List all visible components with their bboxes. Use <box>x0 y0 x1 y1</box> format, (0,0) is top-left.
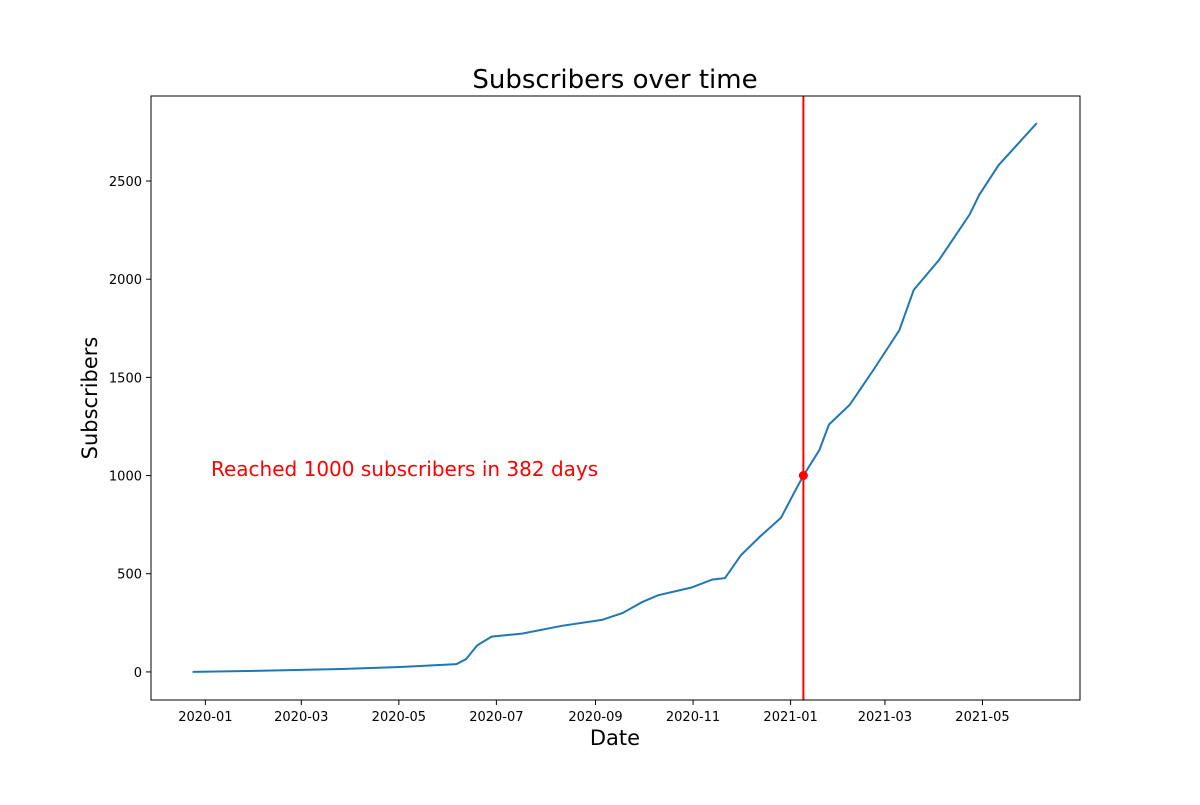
axis-ticks: 2020-01 2020-03 2020-05 2020-07 2020-09 2020-… <box>109 175 1010 725</box>
x-tick-label: 2020-07 <box>469 710 523 725</box>
y-tick-label: 1000 <box>109 470 142 485</box>
x-tick-label: 2020-03 <box>274 710 328 725</box>
y-tick-label: 0 <box>134 666 142 681</box>
subscribers-line <box>192 122 1038 673</box>
milestone-point <box>798 471 808 481</box>
x-tick-label: 2020-01 <box>178 710 232 725</box>
milestone-annotation: Reached 1000 subscribers in 382 days <box>211 457 598 481</box>
x-tick-label: 2021-01 <box>763 710 817 725</box>
x-tick-label: 2020-05 <box>372 710 426 725</box>
plot-area <box>192 96 1038 700</box>
y-tick-label: 2000 <box>109 273 142 288</box>
x-axis-label: Date <box>590 726 640 750</box>
x-tick-label: 2020-09 <box>568 710 622 725</box>
y-axis-label: Subscribers <box>78 337 102 460</box>
y-tick-label: 500 <box>117 568 142 583</box>
y-tick-label: 2500 <box>109 175 142 190</box>
chart-title: Subscribers over time <box>472 65 757 95</box>
x-tick-label: 2020-11 <box>666 710 720 725</box>
x-tick-label: 2021-05 <box>955 710 1009 725</box>
axes-frame <box>150 95 1081 701</box>
y-tick-label: 1500 <box>109 371 142 386</box>
x-tick-label: 2021-03 <box>858 710 912 725</box>
